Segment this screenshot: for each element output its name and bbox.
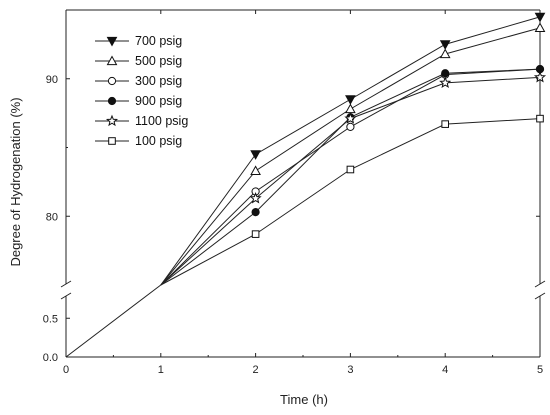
x-tick-label: 3 [347, 364, 353, 376]
data-point-series-6 [346, 165, 355, 174]
data-point-series-6 [536, 114, 544, 123]
legend-marker [106, 36, 118, 47]
data-point-series-3 [346, 122, 355, 131]
series-line-6 [160, 118, 541, 286]
data-point-series-5 [533, 71, 547, 83]
x-tick-label: 4 [442, 364, 448, 376]
data-point-series-1 [439, 40, 451, 50]
legend-marker [107, 96, 117, 106]
legend-label: 100 psig [135, 134, 182, 148]
data-point-series-5 [344, 112, 357, 124]
origin-line [65, 284, 162, 358]
series-markers [249, 12, 547, 238]
legend-label: 700 psig [135, 34, 182, 48]
data-point-series-5 [249, 192, 262, 204]
axis-break-mark-left-upper [60, 280, 72, 288]
data-point-series-4 [251, 208, 260, 217]
x-tick-label: 5 [537, 364, 543, 376]
legend: 700 psig 500 psig 300 psig 900 psig 1100 psi… [95, 34, 188, 148]
y-axis-title: Degree of Hydrogenation (%) [8, 97, 23, 266]
data-point-series-5 [439, 76, 452, 89]
y-tick-label: 0.0 [43, 352, 58, 364]
data-point-series-2 [250, 165, 261, 175]
axis-break-mark-right-lower [534, 292, 546, 300]
data-point-series-1 [250, 150, 261, 160]
x-tick-label: 2 [253, 364, 259, 376]
legend-marker [105, 114, 119, 127]
axis-ticks: 0 1 2 3 4 5 80 90 0.0 0.5 [43, 9, 543, 376]
series-line-2 [160, 27, 541, 286]
x-axis-title: Time (h) [280, 392, 328, 407]
data-point-series-2 [345, 103, 356, 114]
data-point-series-1 [534, 12, 546, 23]
x-tick-label: 0 [63, 364, 69, 376]
data-point-series-4 [441, 69, 450, 78]
data-point-series-6 [441, 120, 449, 128]
x-tick-label: 1 [158, 364, 164, 376]
data-point-series-1 [345, 95, 356, 105]
y-tick-label: 0.5 [43, 313, 58, 325]
legend-marker [106, 55, 118, 66]
legend-label: 500 psig [135, 54, 182, 68]
legend-label: 900 psig [135, 94, 182, 108]
data-point-series-2 [534, 22, 546, 32]
legend-label: 1100 psig [135, 114, 188, 128]
y-tick-label: 80 [46, 211, 58, 223]
data-point-series-2 [439, 48, 451, 59]
plot-frame [60, 9, 546, 358]
series-line-1 [160, 16, 541, 286]
data-point-series-6 [251, 230, 260, 238]
legend-label: 300 psig [135, 74, 182, 88]
axis-break-mark-left-lower [60, 292, 72, 300]
legend-marker [108, 137, 116, 145]
y-tick-label: 90 [46, 74, 58, 86]
legend-marker [107, 76, 117, 86]
axis-break-mark-right-upper [534, 280, 546, 288]
